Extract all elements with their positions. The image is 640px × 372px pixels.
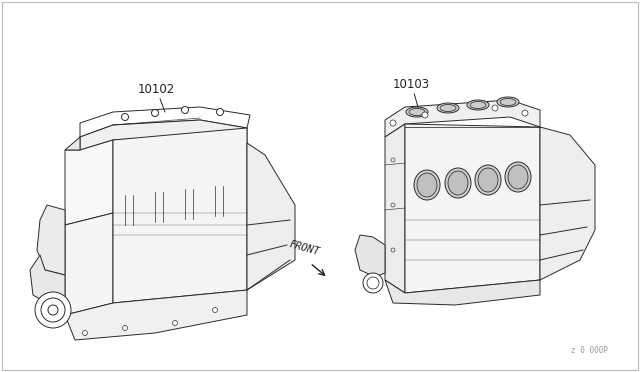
Circle shape [390,120,396,126]
Polygon shape [65,140,113,225]
Circle shape [83,330,88,336]
Polygon shape [65,290,247,340]
Ellipse shape [497,97,519,107]
Polygon shape [113,128,247,303]
Circle shape [492,105,498,111]
Polygon shape [540,127,595,280]
Text: 10102: 10102 [138,83,175,112]
Circle shape [122,113,129,121]
Ellipse shape [470,102,486,109]
Ellipse shape [505,162,531,192]
Circle shape [422,112,428,118]
Circle shape [522,110,528,116]
Ellipse shape [414,170,440,200]
Ellipse shape [417,173,437,197]
Polygon shape [37,205,65,275]
Polygon shape [355,235,385,277]
Polygon shape [80,120,247,150]
Polygon shape [385,100,540,137]
Text: z 0 000P: z 0 000P [571,346,608,355]
Ellipse shape [448,171,468,195]
Polygon shape [385,280,540,305]
Ellipse shape [475,165,501,195]
Circle shape [216,109,223,115]
Circle shape [212,308,218,312]
Polygon shape [30,255,65,305]
Ellipse shape [500,99,516,106]
Circle shape [182,106,189,113]
Polygon shape [385,124,405,293]
Circle shape [122,326,127,330]
Polygon shape [405,124,540,293]
Text: FRONT: FRONT [288,239,321,257]
Polygon shape [65,137,80,150]
Circle shape [152,109,159,116]
Circle shape [363,273,383,293]
Ellipse shape [478,168,498,192]
Ellipse shape [409,109,425,115]
Ellipse shape [467,100,489,110]
Ellipse shape [437,103,459,113]
Ellipse shape [508,165,528,189]
Polygon shape [65,213,113,315]
Circle shape [35,292,71,328]
Circle shape [173,321,177,326]
Polygon shape [247,143,295,290]
Ellipse shape [406,107,428,117]
Ellipse shape [445,168,471,198]
Text: 10103: 10103 [393,78,430,107]
Polygon shape [80,107,250,137]
Ellipse shape [440,105,456,112]
